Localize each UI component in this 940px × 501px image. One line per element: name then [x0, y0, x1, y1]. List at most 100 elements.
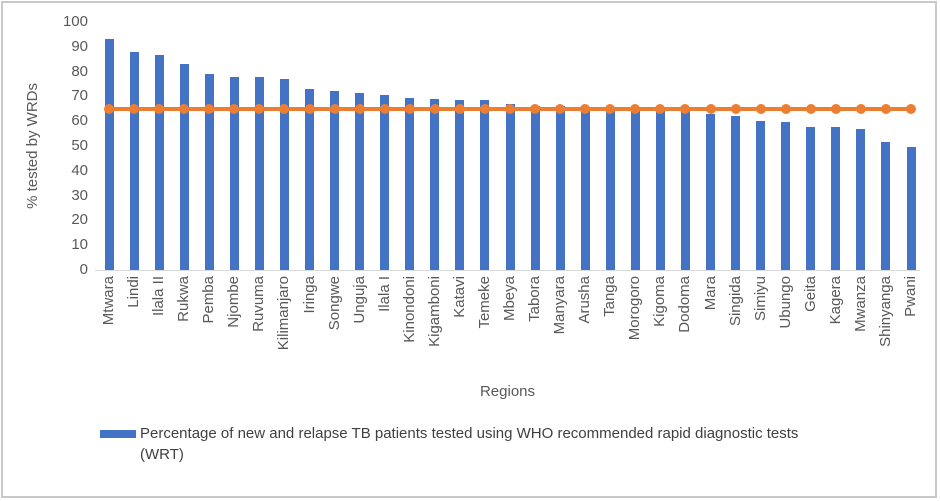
bar: [305, 88, 314, 270]
x-tick-label: Dodoma: [676, 276, 694, 333]
bar: [355, 92, 365, 270]
bar: [756, 121, 766, 270]
y-axis-title: % tested by WRDs: [24, 83, 41, 209]
line-marker: [730, 103, 741, 114]
x-tick-label: Temeke: [475, 276, 493, 329]
line-marker: [655, 103, 666, 114]
bar: [430, 98, 440, 270]
x-tick-label: Kigamboni: [425, 276, 443, 347]
line-marker: [530, 103, 541, 114]
line-marker: [680, 103, 691, 114]
x-tick-label: Kigoma: [651, 276, 669, 327]
line-marker: [129, 103, 140, 114]
bar: [530, 106, 540, 270]
x-tick-label: Kinondoni: [400, 276, 418, 343]
x-tick-label: Morogoro: [626, 276, 644, 341]
y-tick-label: 70: [71, 87, 88, 105]
bar: [680, 111, 690, 270]
bar: [405, 97, 415, 270]
bar: [831, 127, 841, 270]
y-tick-label: 50: [71, 137, 88, 154]
line-marker: [279, 103, 290, 114]
x-tick-label: Ubungo: [776, 276, 794, 329]
bar: [881, 142, 891, 270]
x-tick-label: Simiyu: [751, 276, 769, 322]
x-tick-label: Shinyanga: [876, 276, 894, 347]
x-tick-label: Ilala I: [375, 276, 393, 312]
line-marker: [254, 103, 265, 114]
legend: Percentage of new and relapse TB patient…: [100, 423, 842, 465]
bar: [154, 55, 164, 270]
line-marker: [805, 103, 816, 114]
bar: [806, 127, 816, 270]
line-marker: [454, 103, 465, 114]
line-marker: [354, 103, 365, 114]
line-marker: [204, 103, 215, 114]
line-marker: [329, 103, 340, 114]
y-axis-title-wrap: % tested by WRDs: [24, 22, 41, 270]
line-marker: [379, 103, 390, 114]
x-tick-label: Iringa: [300, 276, 318, 314]
bar: [706, 113, 715, 270]
bar: [129, 51, 139, 270]
line-marker: [179, 103, 190, 114]
bar: [204, 74, 214, 270]
x-tick-label: Lindi: [125, 276, 143, 308]
line-marker: [429, 103, 440, 114]
x-tick-label: Ilala II: [150, 276, 168, 317]
line-marker: [906, 103, 916, 114]
legend-bar-swatch: [100, 430, 136, 438]
line-marker: [605, 103, 616, 114]
line-marker: [580, 103, 591, 114]
x-tick-label: Singida: [726, 276, 744, 327]
x-tick-label: Mwanza: [851, 276, 869, 332]
x-tick-label: Mara: [701, 276, 719, 311]
x-tick-label: Manyara: [551, 276, 569, 335]
bar: [455, 100, 465, 270]
x-tick-label: Kagera: [826, 276, 844, 325]
x-tick-label: Pemba: [200, 276, 218, 324]
bar: [505, 103, 515, 270]
bar: [380, 95, 390, 270]
line-marker: [154, 103, 165, 114]
line-marker: [304, 103, 315, 114]
x-axis-line: [95, 270, 920, 271]
y-tick-label: 30: [71, 186, 88, 204]
line-marker: [104, 103, 114, 114]
bar: [781, 122, 791, 270]
bar: [555, 106, 565, 270]
x-tick-label: Katavi: [450, 276, 468, 318]
bar: [630, 108, 640, 270]
x-tick-label: Mtwara: [100, 276, 117, 326]
bar: [254, 76, 264, 270]
line-marker: [505, 103, 515, 114]
x-tick-label: Tabora: [526, 276, 544, 322]
line-marker: [880, 103, 891, 114]
y-tick-label: 0: [79, 261, 88, 278]
legend-label: Percentage of new and relapse TB patient…: [140, 425, 799, 463]
bar: [104, 39, 114, 270]
x-tick-label: Kilimanjaro: [275, 276, 293, 351]
line-marker: [404, 103, 415, 114]
line-marker: [830, 103, 841, 114]
line-marker: [855, 103, 866, 114]
x-tick-label: Geita: [801, 276, 819, 312]
x-tick-label: Ruvuma: [250, 276, 268, 332]
bar: [906, 147, 916, 270]
y-tick-label: 80: [71, 62, 88, 80]
bar: [330, 91, 340, 270]
line-marker: [229, 103, 240, 114]
bar: [605, 107, 615, 270]
bar: [279, 79, 289, 270]
line-marker: [755, 103, 766, 114]
x-tick-label: Pwani: [902, 276, 919, 317]
line-marker: [555, 103, 566, 114]
x-axis-title: Regions: [479, 383, 536, 400]
line-marker: [479, 103, 490, 114]
line-marker: [630, 103, 641, 114]
x-tick-label: Tanga: [601, 276, 619, 317]
x-tick-label: Rukwa: [175, 276, 193, 322]
bar: [856, 128, 866, 270]
y-tick-label: 90: [71, 37, 88, 55]
